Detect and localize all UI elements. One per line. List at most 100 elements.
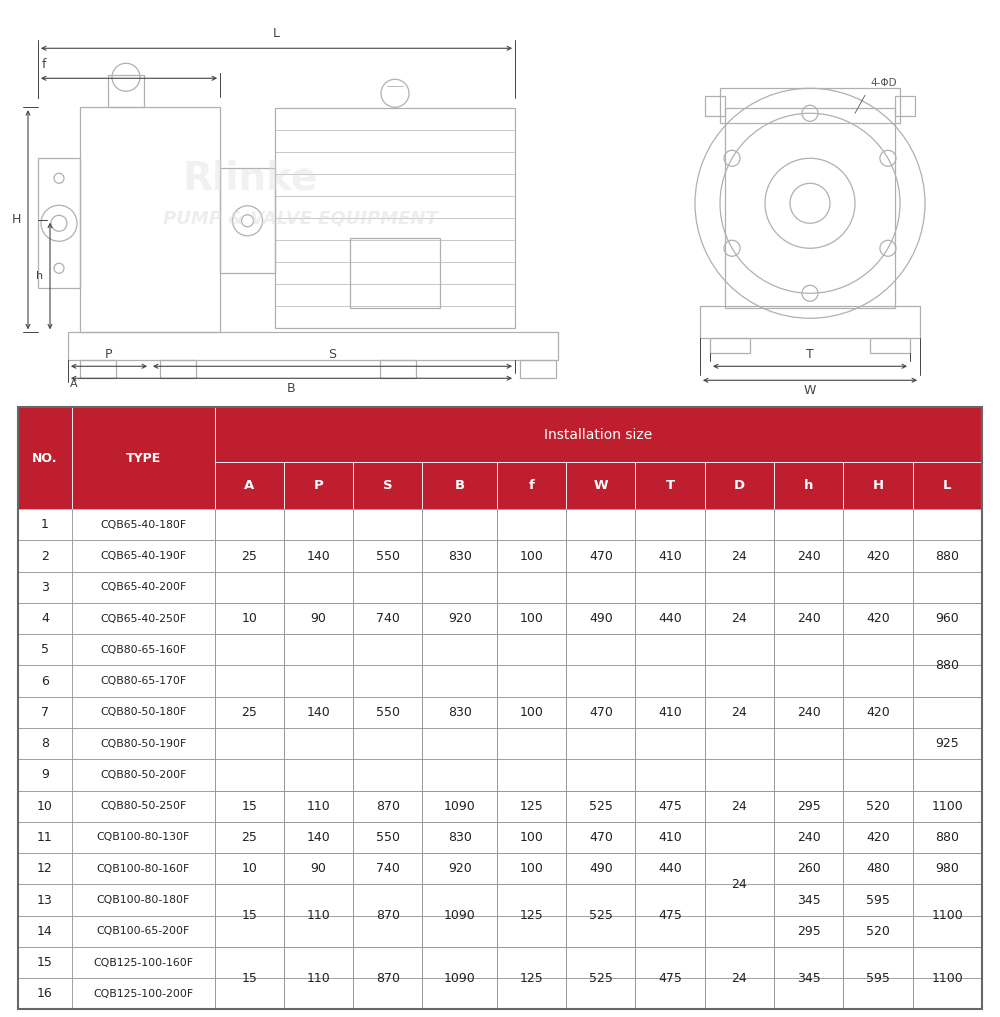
Text: 240: 240	[797, 612, 821, 625]
Bar	[774, 885, 843, 915]
Text: 880: 880	[935, 659, 959, 672]
Bar	[635, 540, 705, 572]
Bar	[215, 853, 284, 885]
Bar	[843, 603, 913, 635]
Bar	[566, 510, 635, 603]
Bar	[215, 885, 284, 915]
Bar	[284, 760, 353, 790]
Bar	[566, 635, 635, 790]
Bar	[215, 603, 284, 635]
Text: 520: 520	[866, 799, 890, 813]
Bar	[497, 665, 566, 697]
Bar	[843, 760, 913, 790]
Bar	[913, 853, 982, 885]
Bar	[635, 947, 705, 1010]
Bar	[284, 635, 353, 790]
Text: 440: 440	[658, 862, 682, 876]
Text: 13: 13	[37, 894, 53, 906]
Bar	[18, 822, 72, 853]
Bar	[635, 462, 705, 510]
Text: PUMP & VALVE EQUIPMENT: PUMP & VALVE EQUIPMENT	[163, 210, 437, 227]
Bar	[284, 978, 353, 1010]
Bar	[215, 947, 284, 978]
Bar	[422, 853, 497, 885]
Bar	[566, 665, 635, 697]
Text: 410: 410	[658, 706, 682, 719]
Text: 15: 15	[37, 956, 53, 969]
Text: 15: 15	[241, 971, 257, 984]
Bar	[843, 885, 913, 915]
Bar	[566, 462, 635, 510]
Text: B: B	[287, 382, 296, 396]
Text: T: T	[666, 479, 675, 492]
Bar	[284, 947, 353, 1010]
Bar	[913, 947, 982, 1010]
Bar	[774, 510, 843, 540]
Bar	[422, 822, 497, 853]
Text: 125: 125	[520, 909, 543, 922]
Bar	[913, 462, 982, 510]
Bar	[774, 462, 843, 510]
Bar	[774, 947, 843, 1010]
Text: 420: 420	[866, 706, 890, 719]
Bar	[895, 97, 915, 116]
Bar	[422, 822, 497, 853]
Bar	[353, 790, 422, 822]
Bar	[497, 947, 566, 978]
Bar	[497, 885, 566, 915]
Bar	[635, 885, 705, 947]
Bar	[635, 978, 705, 1010]
Bar	[635, 603, 705, 635]
Text: 1: 1	[41, 519, 49, 531]
Bar	[774, 790, 843, 822]
Bar	[913, 885, 982, 915]
Bar	[18, 853, 72, 885]
Bar	[497, 603, 566, 635]
Bar	[284, 822, 353, 853]
Bar	[705, 540, 774, 572]
Bar	[18, 853, 72, 885]
Bar	[497, 853, 566, 885]
Bar	[18, 407, 72, 510]
Bar	[843, 978, 913, 1010]
Bar	[284, 462, 353, 510]
Text: CQB80-65-170F: CQB80-65-170F	[100, 676, 186, 686]
Bar	[913, 885, 982, 915]
Bar	[353, 885, 422, 915]
Text: 475: 475	[658, 909, 682, 922]
Text: CQB65-40-250F: CQB65-40-250F	[100, 613, 186, 623]
Bar	[284, 462, 353, 510]
Bar	[215, 947, 284, 1010]
Bar	[774, 947, 843, 1010]
Bar	[843, 697, 913, 728]
Text: 920: 920	[448, 612, 472, 625]
Bar	[566, 853, 635, 885]
Bar	[843, 510, 913, 540]
Bar	[353, 885, 422, 947]
Bar	[913, 665, 982, 697]
Bar	[566, 947, 635, 978]
Bar	[843, 728, 913, 760]
Bar	[913, 915, 982, 947]
Bar	[705, 665, 774, 697]
Bar	[215, 407, 982, 462]
Text: 295: 295	[797, 799, 821, 813]
Bar	[80, 360, 116, 378]
Bar	[497, 978, 566, 1010]
Text: 11: 11	[37, 831, 53, 844]
Bar	[422, 510, 497, 540]
Bar	[422, 978, 497, 1010]
Text: 295: 295	[797, 924, 821, 938]
Bar	[353, 822, 422, 853]
Bar	[913, 822, 982, 853]
Bar	[566, 915, 635, 947]
Bar	[215, 635, 284, 665]
Text: 525: 525	[589, 971, 613, 984]
Bar	[497, 635, 566, 665]
Bar	[635, 510, 705, 540]
Bar	[284, 822, 353, 853]
Bar	[913, 790, 982, 822]
Bar	[635, 760, 705, 790]
Bar	[843, 572, 913, 603]
Bar	[774, 635, 843, 790]
